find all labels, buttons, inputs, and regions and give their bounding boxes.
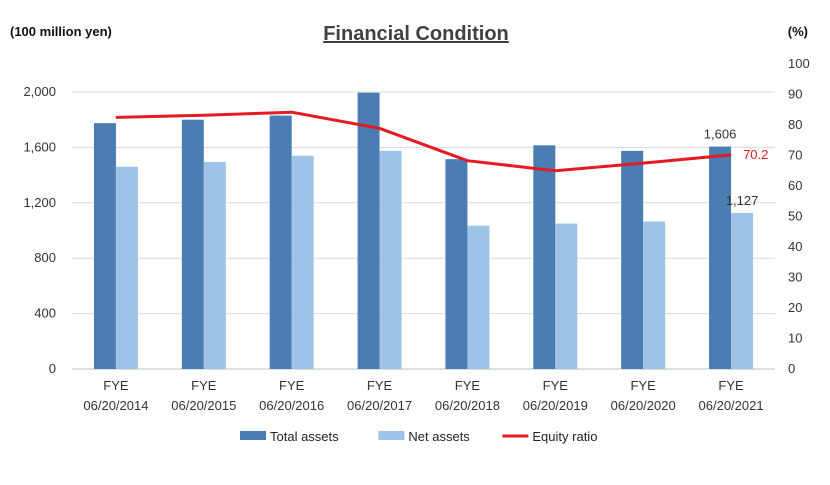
- right-tick-label: 80: [788, 117, 802, 132]
- net-assets-bar: [643, 221, 666, 369]
- category-label-line2: 06/20/2015: [171, 398, 236, 413]
- right-axis-unit: (%): [788, 24, 808, 39]
- equity-ratio-point: [379, 127, 381, 129]
- net-assets-bar: [467, 225, 490, 369]
- left-axis-ticks: 0 400 800 1,200 1,600 2,000: [23, 84, 56, 376]
- left-tick-label: 1,200: [23, 195, 56, 210]
- equity-ratio-point: [203, 114, 205, 116]
- equity-ratio-point: [730, 154, 732, 156]
- data-labels: 1,606 1,127 70.2: [704, 127, 769, 208]
- right-tick-label: 90: [788, 87, 802, 102]
- category-label-line1: FYE: [455, 378, 481, 393]
- category-label-line1: FYE: [631, 378, 657, 393]
- total-assets-bar: [357, 92, 380, 369]
- net-assets-bar: [291, 155, 314, 369]
- left-tick-label: 2,000: [23, 84, 56, 99]
- total-assets-bar: [533, 145, 556, 369]
- legend-swatch: [378, 431, 405, 440]
- right-axis-ticks: 0 10 20 30 40 50 60 70 80 90 100: [788, 56, 810, 376]
- net-assets-bar: [203, 161, 226, 369]
- right-tick-label: 30: [788, 270, 802, 285]
- left-tick-label: 1,600: [23, 139, 56, 154]
- equity-ratio-line: [115, 110, 732, 173]
- equity-ratio-point: [642, 162, 644, 164]
- total-assets-bar: [181, 119, 204, 369]
- bar-series: [93, 92, 754, 369]
- net-assets-bar: [115, 166, 138, 369]
- line-series: [115, 110, 732, 173]
- category-label-line2: 06/20/2014: [83, 398, 148, 413]
- total-assets-bar: [269, 115, 292, 369]
- category-label-line1: FYE: [191, 378, 217, 393]
- category-label-line2: 06/20/2020: [611, 398, 676, 413]
- legend: Total assets Net assets Equity ratio: [240, 429, 597, 444]
- right-tick-label: 70: [788, 148, 802, 163]
- equity-ratio-point: [115, 116, 117, 118]
- left-tick-label: 400: [34, 306, 56, 321]
- right-tick-label: 10: [788, 331, 802, 346]
- total-assets-data-label: 1,606: [704, 127, 737, 142]
- legend-swatch: [240, 431, 266, 440]
- chart-title: Financial Condition: [323, 23, 509, 45]
- left-tick-label: 0: [49, 361, 56, 376]
- net-assets-data-label: 1,127: [726, 193, 759, 208]
- legend-label: Total assets: [270, 429, 339, 444]
- category-label-line2: 06/20/2019: [523, 398, 588, 413]
- equity-ratio-data-label: 70.2: [743, 147, 768, 162]
- left-tick-label: 800: [34, 250, 56, 265]
- total-assets-bar: [621, 150, 644, 369]
- category-label-line1: FYE: [367, 378, 393, 393]
- net-assets-bar: [731, 212, 754, 369]
- right-tick-label: 100: [788, 56, 810, 71]
- category-label-line2: 06/20/2021: [699, 398, 764, 413]
- category-label-line1: FYE: [543, 378, 569, 393]
- total-assets-bar: [445, 159, 468, 369]
- legend-label: Equity ratio: [532, 429, 597, 444]
- total-assets-bar: [709, 146, 732, 369]
- gridlines: [72, 91, 775, 370]
- category-label-line2: 06/20/2016: [259, 398, 324, 413]
- equity-ratio-point: [554, 170, 556, 172]
- category-label-line2: 06/20/2018: [435, 398, 500, 413]
- right-tick-label: 60: [788, 178, 802, 193]
- category-label-line1: FYE: [103, 378, 129, 393]
- category-label-line1: FYE: [718, 378, 744, 393]
- left-axis-unit: (100 million yen): [10, 24, 112, 39]
- equity-ratio-point: [291, 111, 293, 113]
- category-labels: FYE 06/20/2014 FYE 06/20/2015 FYE 06/20/2016 F…: [83, 378, 763, 413]
- net-assets-bar: [555, 223, 578, 369]
- right-tick-label: 40: [788, 239, 802, 254]
- equity-ratio-point: [466, 160, 468, 162]
- right-tick-label: 20: [788, 300, 802, 315]
- right-tick-label: 50: [788, 209, 802, 224]
- legend-label: Net assets: [408, 429, 470, 444]
- right-tick-label: 0: [788, 361, 795, 376]
- category-label-line1: FYE: [279, 378, 305, 393]
- category-label-line2: 06/20/2017: [347, 398, 412, 413]
- net-assets-bar: [379, 150, 402, 369]
- total-assets-bar: [93, 123, 116, 369]
